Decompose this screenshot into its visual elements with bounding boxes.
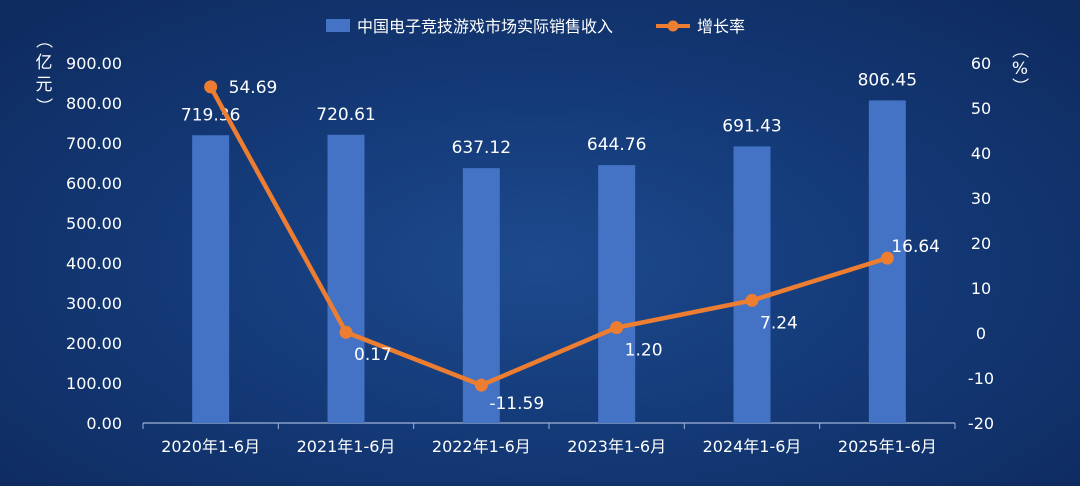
- y-right-unit-label: ）: [1009, 78, 1029, 95]
- bar: [598, 165, 636, 423]
- x-category-label: 2025年1-6月: [838, 437, 937, 456]
- legend-line-label: 增长率: [697, 17, 745, 36]
- growth-rate-data-label: 7.24: [760, 313, 798, 333]
- y-right-tick-label: 0: [976, 324, 986, 343]
- y-left-tick-label: 100.00: [66, 374, 122, 393]
- bar-data-label: 806.45: [858, 70, 917, 90]
- bar-data-label: 637.12: [452, 138, 511, 158]
- legend-bar-label: 中国电子竞技游戏市场实际销售收入: [357, 17, 613, 36]
- y-left-unit-label: （: [33, 32, 53, 49]
- y-right-tick-label: 10: [971, 279, 991, 298]
- y-right-tick-label: -20: [968, 414, 994, 433]
- y-right-tick-label: 30: [971, 189, 991, 208]
- y-left-tick-label: 500.00: [66, 214, 122, 233]
- y-left-tick-label: 300.00: [66, 294, 122, 313]
- y-left-tick-label: 800.00: [66, 94, 122, 113]
- growth-rate-line: [208, 85, 889, 388]
- bar-data-label: 644.76: [587, 135, 646, 155]
- legend-line-marker: [667, 20, 679, 32]
- y-left-tick-label: 0.00: [86, 414, 122, 433]
- y-right-tick-label: 40: [971, 144, 991, 163]
- y-left-tick-label: 400.00: [66, 254, 122, 273]
- growth-rate-point: [610, 321, 624, 335]
- growth-rate-data-label: 16.64: [891, 237, 940, 257]
- y-left-tick-label: 700.00: [66, 134, 122, 153]
- y-left-tick-label: 900.00: [66, 54, 122, 73]
- growth-rate-point: [745, 293, 759, 307]
- growth-rate-data-label: 1.20: [625, 341, 663, 361]
- legend-bar-swatch: [326, 19, 350, 32]
- x-category-label: 2020年1-6月: [161, 437, 260, 456]
- growth-rate-data-label: 54.69: [229, 78, 278, 98]
- y-right-tick-label: -10: [968, 369, 994, 388]
- x-category-label: 2021年1-6月: [297, 437, 396, 456]
- y-right-unit-label: （: [1009, 42, 1029, 59]
- bar-data-label: 691.43: [722, 116, 781, 136]
- x-category-label: 2024年1-6月: [703, 437, 802, 456]
- x-category-label: 2023年1-6月: [567, 437, 666, 456]
- y-left-unit-label: 元: [36, 75, 53, 95]
- growth-rate-data-label: 0.17: [354, 345, 392, 365]
- y-right-tick-label: 60: [971, 54, 991, 73]
- y-left-unit-label: ）: [33, 98, 53, 115]
- growth-rate-data-label: -11.59: [489, 394, 544, 414]
- bar: [192, 135, 230, 424]
- growth-rate-point: [880, 251, 894, 265]
- y-right-unit-label: %: [1012, 59, 1028, 79]
- growth-rate-point: [474, 378, 488, 392]
- x-category-label: 2022年1-6月: [432, 437, 531, 456]
- bar: [733, 146, 771, 424]
- growth-rate-point: [204, 80, 218, 94]
- y-left-tick-label: 600.00: [66, 174, 122, 193]
- growth-rate-point: [339, 325, 353, 339]
- y-right-tick-label: 20: [971, 234, 991, 253]
- y-left-tick-label: 200.00: [66, 334, 122, 353]
- y-left-unit-label: 亿: [36, 53, 53, 73]
- bar: [327, 134, 365, 424]
- bar-data-label: 720.61: [316, 105, 375, 125]
- y-right-tick-label: 50: [971, 99, 991, 118]
